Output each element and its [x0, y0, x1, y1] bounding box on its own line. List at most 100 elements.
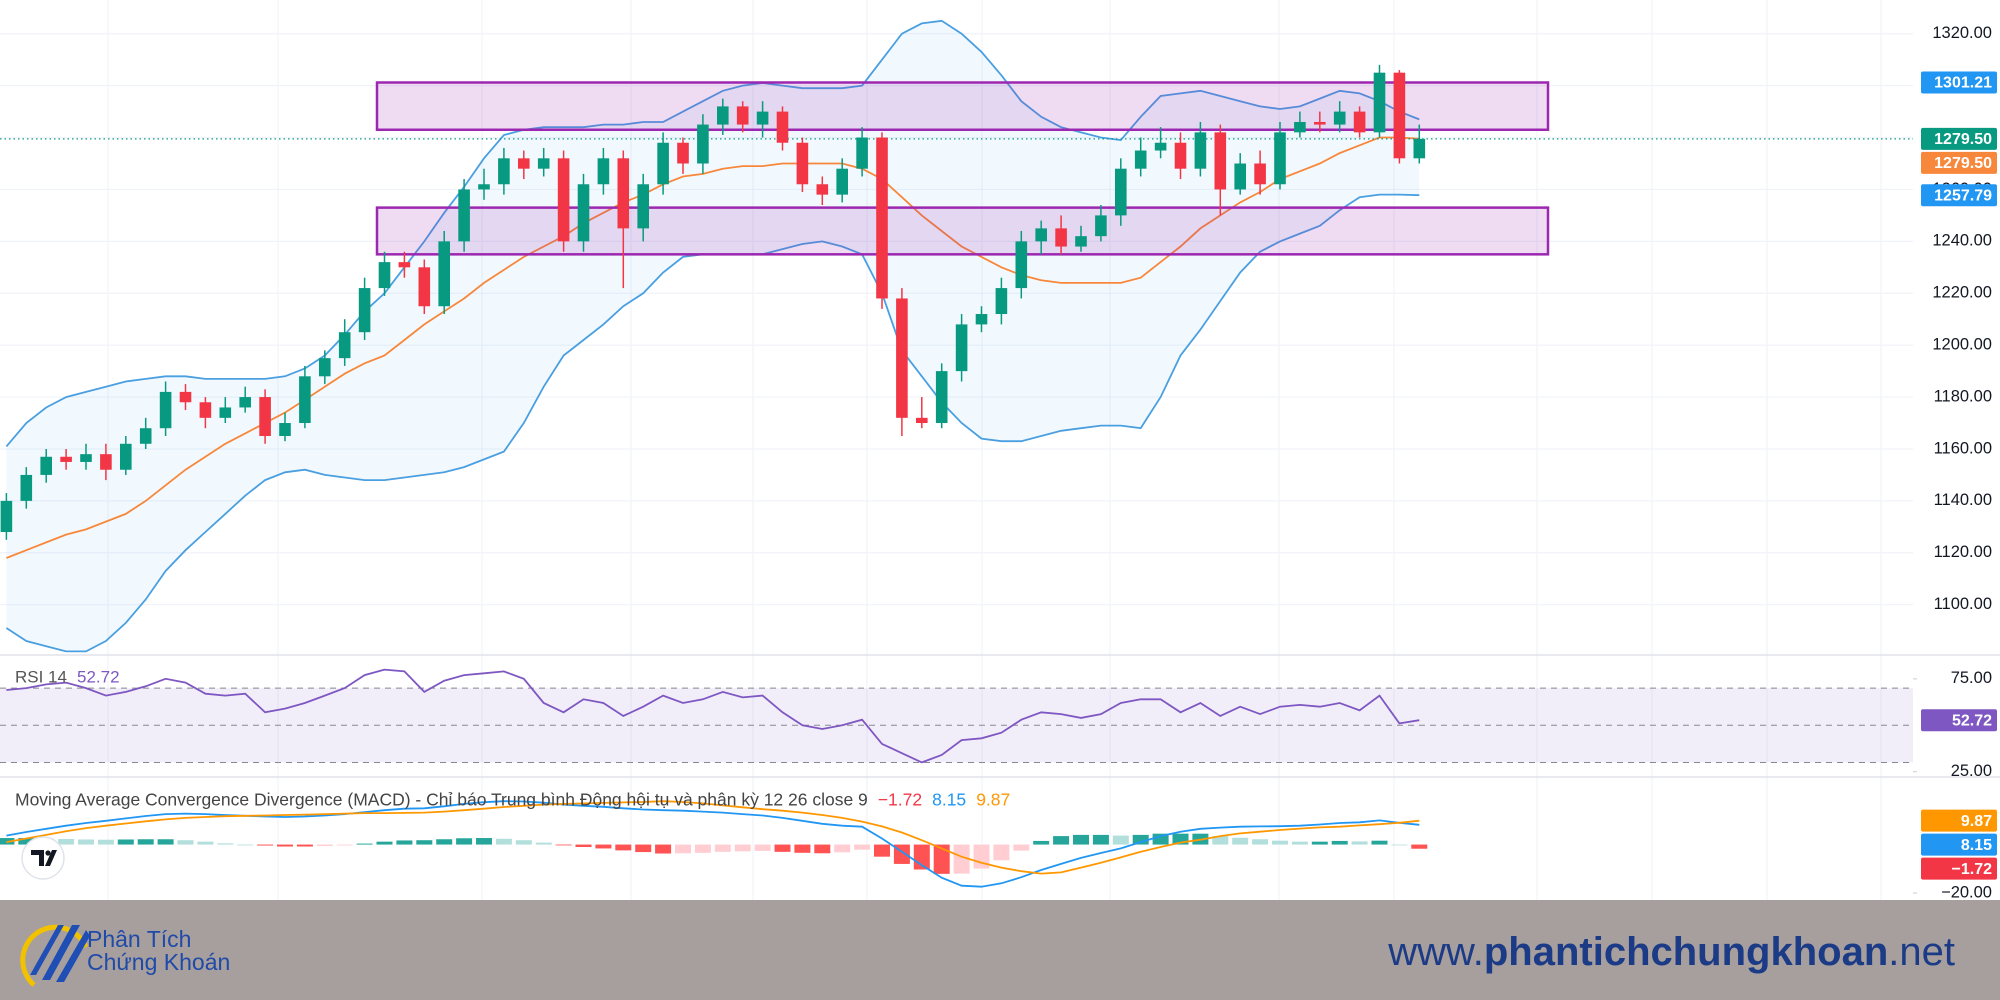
website: www.phantichchungkhoan.net — [1387, 930, 1955, 974]
candle-body — [319, 358, 331, 377]
price-badge — [1921, 127, 1997, 150]
histogram-bar — [1291, 841, 1308, 845]
rsi-value: 52.72 — [77, 667, 120, 686]
price-badge — [1921, 709, 1997, 732]
macd-histogram-value: −1.72 — [878, 790, 922, 810]
price-badge-label: 1301.21 — [1934, 75, 1992, 92]
price-badge-label: 8.15 — [1961, 837, 1992, 854]
histogram-bar — [58, 839, 75, 845]
y-tick-label: 1120.00 — [1934, 543, 1992, 561]
histogram-bar — [137, 839, 154, 845]
histogram-bar — [993, 844, 1010, 861]
histogram-bar — [1073, 834, 1089, 845]
y-tick-label: 25.00 — [1951, 762, 1992, 780]
price-badge-label: −1.72 — [1952, 861, 1993, 878]
histogram-bar — [177, 840, 194, 845]
signal-line — [6, 800, 1420, 875]
price-badge — [1921, 71, 1997, 94]
histogram-bar — [495, 838, 512, 845]
logo-glyph — [31, 850, 44, 866]
histogram-bar — [635, 844, 652, 853]
y-tick-label: −20.00 — [1941, 883, 1992, 901]
histogram-bar — [257, 844, 274, 846]
candle-body — [1055, 228, 1067, 247]
candle-body — [1314, 121, 1326, 125]
histogram-bar — [396, 840, 413, 845]
candle-body — [1234, 163, 1246, 190]
candle-body — [896, 298, 908, 418]
histogram-bar — [834, 844, 851, 853]
price-badge — [1921, 857, 1997, 880]
candle-body — [1154, 142, 1167, 151]
histogram-bar — [296, 844, 313, 847]
candle-body — [1274, 132, 1286, 185]
footer-band — [0, 900, 2000, 1000]
y-tick-label: 1160.00 — [1934, 439, 1992, 457]
histogram-bar — [316, 844, 333, 847]
histogram-bar — [1252, 839, 1269, 845]
candle-body — [597, 158, 610, 185]
candle-body — [518, 158, 530, 169]
histogram-bar — [376, 841, 393, 845]
histogram-bar — [1053, 836, 1070, 845]
candle-body — [736, 106, 749, 125]
band-fill — [6, 20, 1420, 652]
candle-body — [637, 184, 649, 229]
candle-body — [0, 500, 13, 533]
histogram-bar — [953, 844, 970, 874]
y-tick-label: 75.00 — [1951, 669, 1992, 687]
candle-body — [139, 428, 152, 444]
price-badge-label: 52.72 — [1952, 712, 1992, 729]
candle-body — [100, 454, 112, 470]
histogram-bar — [1371, 840, 1388, 845]
candle-body — [1015, 241, 1028, 289]
zone — [375, 206, 1550, 256]
price-badge — [1921, 184, 1997, 207]
price-badge-label: 1279.50 — [1934, 155, 1992, 172]
candle-body — [836, 168, 848, 195]
plot-area: 1100.00 1120.00 1140.00 1160.00 1180.00 1200.… — [0, 0, 2000, 901]
candle-body — [955, 324, 968, 372]
candle-body — [120, 443, 132, 470]
histogram-bar — [217, 843, 234, 845]
candle-body — [1134, 150, 1147, 169]
histogram-bar — [655, 844, 672, 854]
signal-value: 9.87 — [976, 790, 1010, 810]
candle-body — [697, 124, 709, 164]
histogram-bar — [595, 844, 612, 849]
histogram-bar — [714, 844, 731, 852]
histogram-bar — [1172, 833, 1189, 845]
website-name: phantichchungkhoan — [1484, 930, 1888, 974]
pane-titles: RSI 14 52.72 Moving Average Convergence … — [15, 667, 1010, 809]
histogram-bar — [1152, 833, 1169, 845]
candle-body — [1254, 163, 1266, 185]
histogram-bar — [237, 844, 254, 846]
price-badge-label: 9.87 — [1961, 813, 1992, 830]
candle-body — [239, 397, 251, 408]
zone — [375, 81, 1550, 132]
histogram-bar — [933, 844, 950, 874]
candle-body — [338, 332, 351, 359]
y-tick-label: 1180.00 — [1934, 387, 1992, 405]
logo-glyph — [45, 850, 51, 856]
candle-body — [717, 106, 729, 125]
macd-value: 8.15 — [932, 790, 966, 810]
candle-body — [1115, 168, 1127, 216]
histogram-bar — [515, 840, 532, 845]
histogram-bar — [794, 844, 811, 853]
candle-body — [358, 288, 371, 333]
histogram-bar — [1311, 841, 1328, 845]
logo-text: Phân Tích — [87, 926, 191, 952]
histogram-bar — [675, 844, 691, 854]
candle-body — [458, 189, 470, 242]
basis-band — [6, 136, 1420, 559]
histogram-bar — [1391, 844, 1408, 846]
y-tick-label: 1220.00 — [1932, 284, 1992, 302]
histogram-bar — [78, 839, 94, 845]
histogram-bar — [336, 844, 353, 846]
histogram-bar — [456, 838, 473, 845]
website-prefix: www. — [1387, 930, 1484, 974]
logo-stripes — [30, 925, 90, 982]
y-tick-label: 1100.00 — [1934, 595, 1992, 613]
